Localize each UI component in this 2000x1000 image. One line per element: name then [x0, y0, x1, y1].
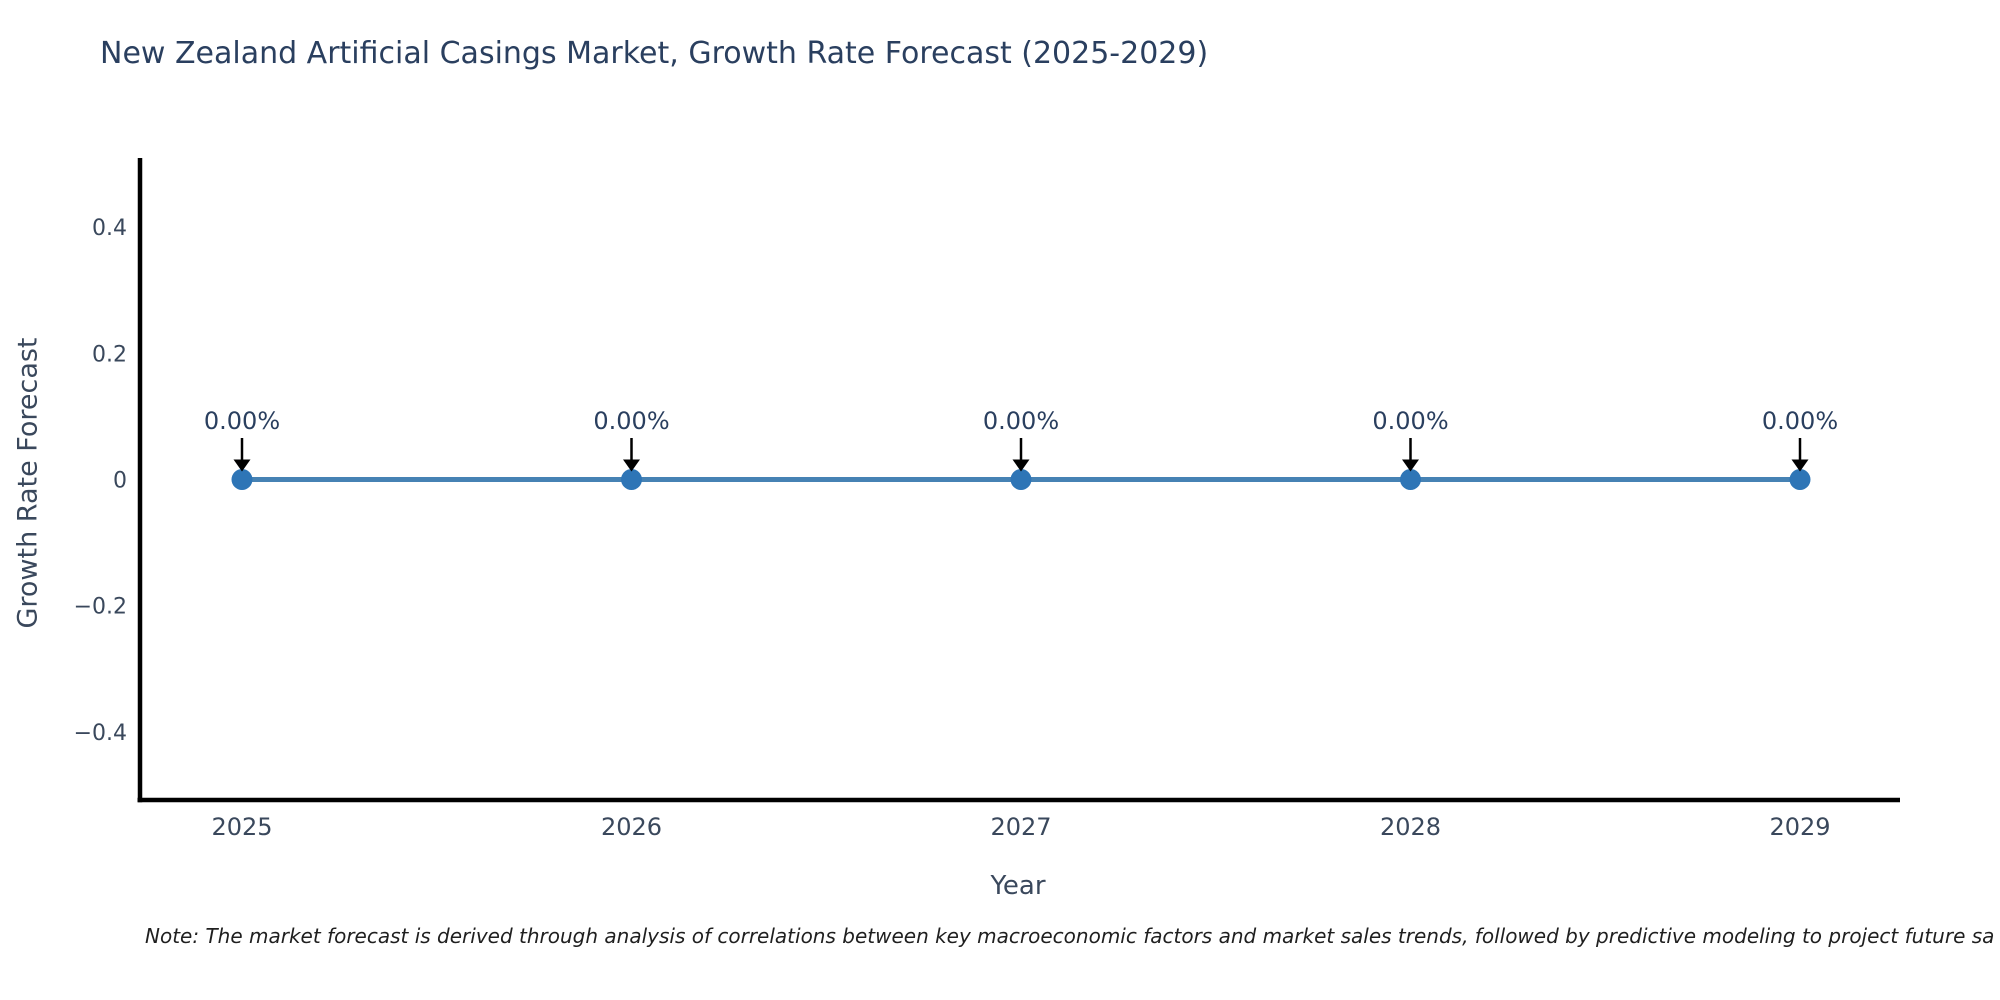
- x-tick-label: 2027: [990, 813, 1051, 841]
- y-tick-label: 0.2: [92, 342, 127, 367]
- x-tick-label: 2029: [1769, 813, 1830, 841]
- annotation-arrow-head: [1791, 459, 1809, 472]
- chart-title: New Zealand Artificial Casings Market, G…: [100, 36, 1209, 71]
- annotation-arrow-head: [623, 459, 640, 472]
- x-tick-label: 2026: [601, 813, 662, 841]
- data-point-marker: [1010, 469, 1032, 490]
- point-annotation: 0.00%: [1762, 407, 1838, 435]
- point-annotation: 0.00%: [204, 407, 280, 435]
- data-point-marker: [1400, 469, 1421, 490]
- y-tick-label: −0.2: [74, 595, 127, 620]
- annotation-arrow-head: [1012, 459, 1030, 472]
- x-tick-label: 2025: [211, 813, 272, 841]
- x-axis-title: Year: [990, 871, 1046, 901]
- point-annotation: 0.00%: [983, 407, 1059, 435]
- data-point-marker: [621, 469, 642, 490]
- y-tick-label: 0: [113, 469, 127, 494]
- annotation-arrow-head: [233, 459, 251, 472]
- point-annotation: 0.00%: [1372, 407, 1448, 435]
- point-annotation: 0.00%: [593, 407, 669, 435]
- annotation-arrow-head: [1402, 459, 1419, 472]
- data-point-marker: [1789, 469, 1811, 490]
- data-point-marker: [231, 469, 253, 490]
- chart-footnote: Note: The market forecast is derived thr…: [145, 924, 1995, 948]
- x-tick-label: 2028: [1380, 813, 1441, 841]
- y-tick-label: 0.4: [92, 216, 127, 241]
- y-tick-label: −0.4: [74, 721, 127, 746]
